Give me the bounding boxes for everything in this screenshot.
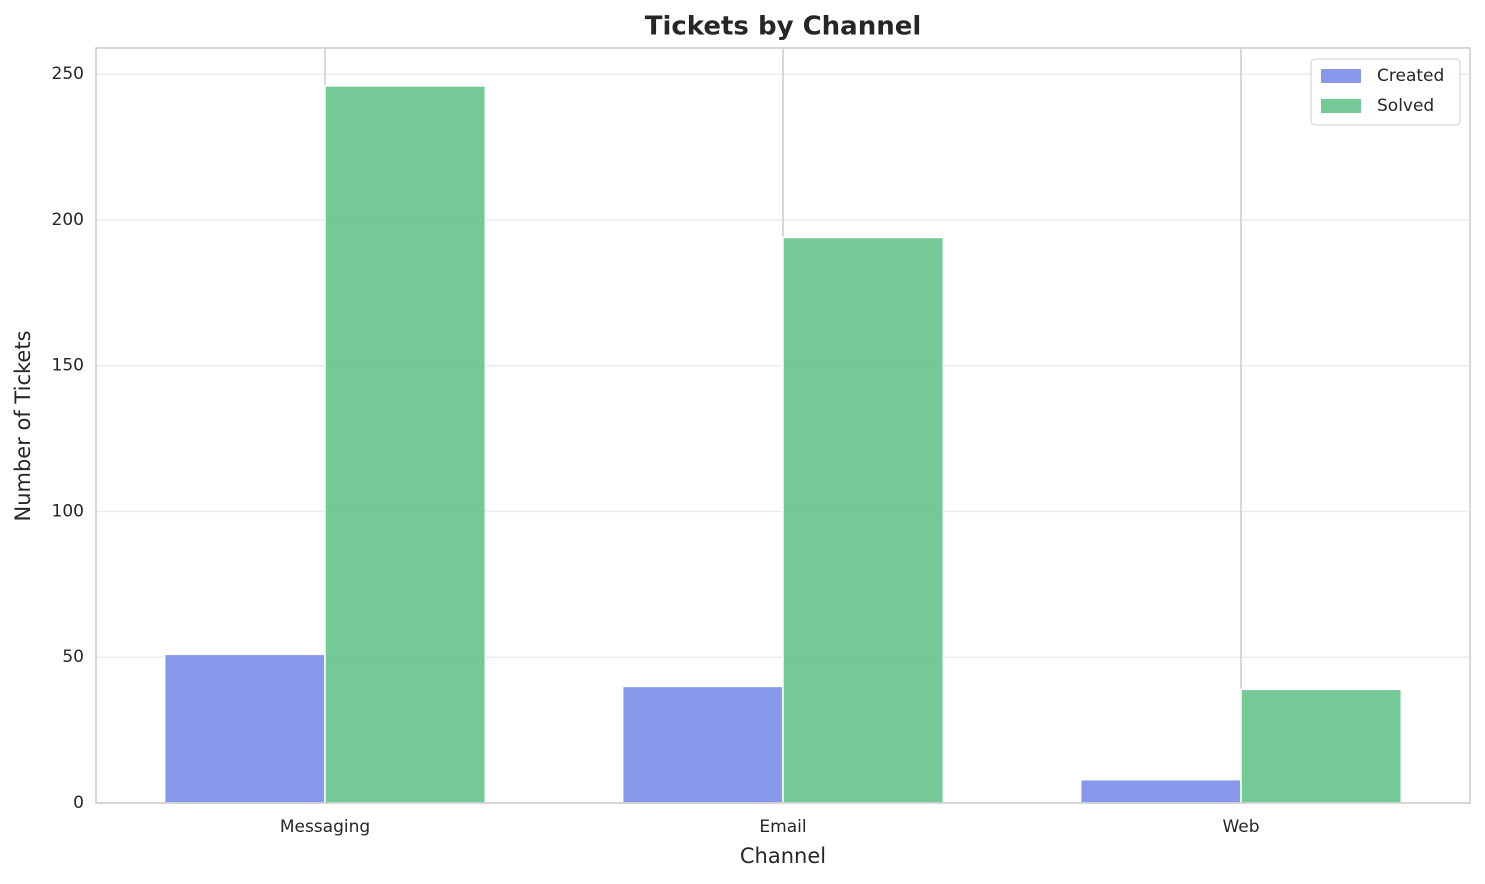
bar xyxy=(1240,688,1403,804)
y-tick-label: 100 xyxy=(52,501,84,521)
bar xyxy=(621,685,784,804)
plot-frame xyxy=(95,47,1471,804)
x-tick-label: Email xyxy=(759,817,806,837)
x-tick-label: Messaging xyxy=(280,817,370,837)
legend-swatch xyxy=(1321,99,1361,113)
y-axis-label: Number of Tickets xyxy=(11,330,35,521)
x-tick-label: Web xyxy=(1222,817,1259,837)
y-tick-label: 200 xyxy=(52,210,84,230)
bar xyxy=(324,85,487,804)
y-tick-label: 150 xyxy=(52,356,84,376)
y-tick-label: 0 xyxy=(73,793,84,813)
legend-swatch xyxy=(1321,69,1361,83)
legend-label: Created xyxy=(1377,66,1444,86)
legend-label: Solved xyxy=(1377,96,1434,116)
bar xyxy=(782,236,945,804)
legend: Created Solved xyxy=(1310,58,1461,126)
y-tick-label: 50 xyxy=(62,647,84,667)
bar xyxy=(163,653,326,804)
chart-title: Tickets by Channel xyxy=(645,12,922,42)
bar xyxy=(1079,778,1242,804)
x-axis-label: Channel xyxy=(740,844,826,868)
y-tick-label: 250 xyxy=(52,64,84,84)
